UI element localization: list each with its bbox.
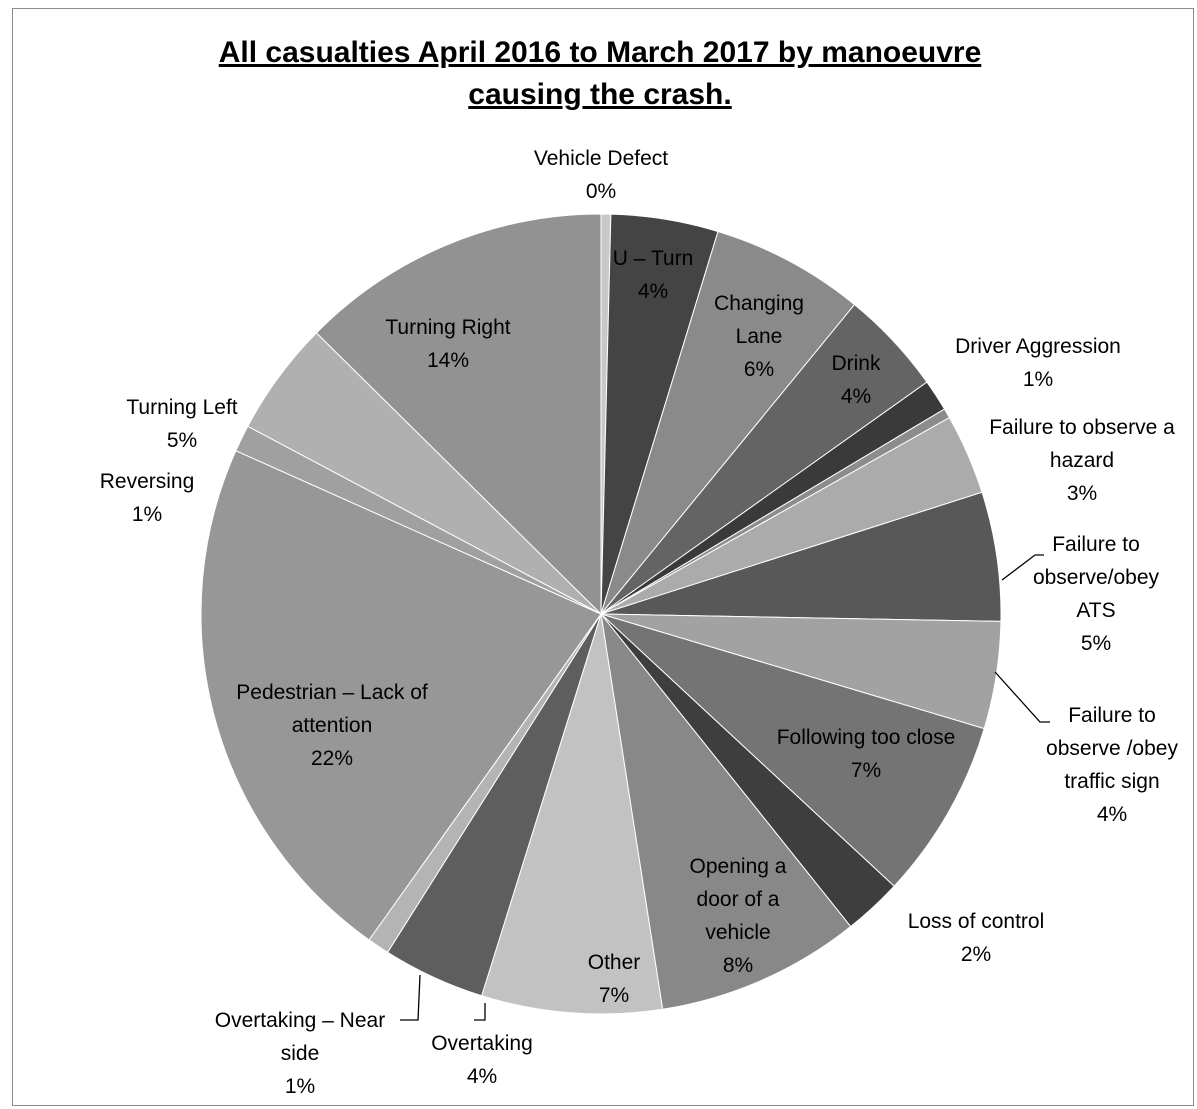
slice-name: Failure to observe a — [989, 416, 1175, 439]
chart-title-line-2: causing the crash. — [468, 78, 732, 111]
slice-label: Opening a door of a vehicle 8% — [690, 855, 787, 977]
pie-slice — [600, 612, 852, 1010]
slice-label: Failure to observe/obey ATS 5% — [1033, 533, 1160, 655]
slice-percent: 8% — [723, 954, 753, 977]
slice-label: Overtaking 4% — [431, 1032, 533, 1088]
slice-percent: 14% — [427, 349, 469, 372]
slice-label: Pedestrian – Lack of attention 22% — [236, 681, 428, 770]
slice-name: hazard — [1050, 449, 1114, 472]
slice-name: Loss of control — [908, 910, 1045, 933]
slice-name: side — [281, 1042, 320, 1065]
slice-percent: 5% — [167, 429, 197, 452]
slice-name: Other — [588, 951, 641, 974]
slice-name: Driver Aggression — [955, 335, 1121, 358]
slice-percent: 7% — [599, 984, 629, 1007]
slice-name: Opening a — [690, 855, 787, 878]
slice-percent: 1% — [285, 1075, 315, 1098]
leader-line — [474, 1003, 486, 1021]
slice-percent: 0% — [586, 180, 616, 203]
slice-percent: 3% — [1067, 482, 1097, 505]
slice-percent: 7% — [851, 759, 881, 782]
slice-name: attention — [292, 714, 373, 737]
slice-name: Drink — [831, 352, 881, 375]
pie-slice — [600, 613, 985, 887]
slice-label: Changing Lane 6% — [714, 292, 804, 381]
slice-label: Overtaking – Near side 1% — [215, 1009, 385, 1098]
slice-name: Vehicle Defect — [534, 147, 668, 170]
slice-label: Other 7% — [588, 951, 641, 1007]
slice-name: traffic sign — [1064, 770, 1159, 793]
chart-title: All casualties April 2016 to March 2017 … — [40, 32, 1160, 116]
slice-name: Lane — [736, 325, 783, 348]
slice-percent: 6% — [744, 358, 774, 381]
slice-percent: 5% — [1081, 632, 1111, 655]
slice-label: Turning Right 14% — [385, 316, 510, 372]
slice-percent: 1% — [1023, 368, 1053, 391]
slice-name: Reversing — [100, 470, 195, 493]
slice-name: Turning Right — [385, 316, 510, 339]
slice-label: Drink 4% — [831, 352, 881, 408]
slice-percent: 2% — [961, 943, 991, 966]
slice-name: Following too close — [777, 726, 956, 749]
pie-slice — [481, 613, 664, 1015]
slice-percent: 4% — [638, 280, 668, 303]
slice-name: observe/obey — [1033, 566, 1160, 589]
slice-name: Failure to — [1052, 533, 1140, 556]
pie-slice — [315, 213, 602, 616]
pie-slice — [600, 230, 856, 615]
slice-label: Reversing 1% — [100, 470, 195, 526]
slice-label: U – Turn 4% — [613, 247, 694, 303]
slice-label: Turning Left 5% — [126, 396, 237, 452]
slice-name: Overtaking – Near — [215, 1009, 385, 1032]
slice-label: Loss of control 2% — [908, 910, 1045, 966]
chart-title-line-1: All casualties April 2016 to March 2017 … — [218, 36, 982, 69]
slice-label: Vehicle Defect 0% — [534, 147, 668, 203]
slice-label: Failure to observe /obey traffic sign 4% — [1046, 704, 1178, 826]
slice-name: observe /obey — [1046, 737, 1178, 760]
slice-name: ATS — [1076, 599, 1115, 622]
slice-percent: 1% — [132, 503, 162, 526]
leader-line — [1001, 554, 1044, 581]
slice-name: Failure to — [1068, 704, 1156, 727]
slice-name: door of a — [697, 888, 780, 911]
slice-label: Failure to observe a hazard 3% — [989, 416, 1175, 505]
slice-name: Overtaking — [431, 1032, 533, 1055]
leader-line — [994, 671, 1050, 723]
slice-name: U – Turn — [613, 247, 694, 270]
slice-name: Changing — [714, 292, 804, 315]
slice-label: Following too close 7% — [777, 726, 956, 782]
slice-percent: 4% — [841, 385, 871, 408]
leader-line — [400, 974, 421, 1021]
slice-name: vehicle — [705, 921, 770, 944]
pie-slice — [200, 450, 602, 941]
slice-name: Turning Left — [126, 396, 237, 419]
slice-percent: 4% — [467, 1065, 497, 1088]
slice-percent: 22% — [311, 747, 353, 770]
slice-label: Driver Aggression 1% — [955, 335, 1121, 391]
slice-name: Pedestrian – Lack of — [236, 681, 428, 704]
slice-percent: 4% — [1097, 803, 1127, 826]
